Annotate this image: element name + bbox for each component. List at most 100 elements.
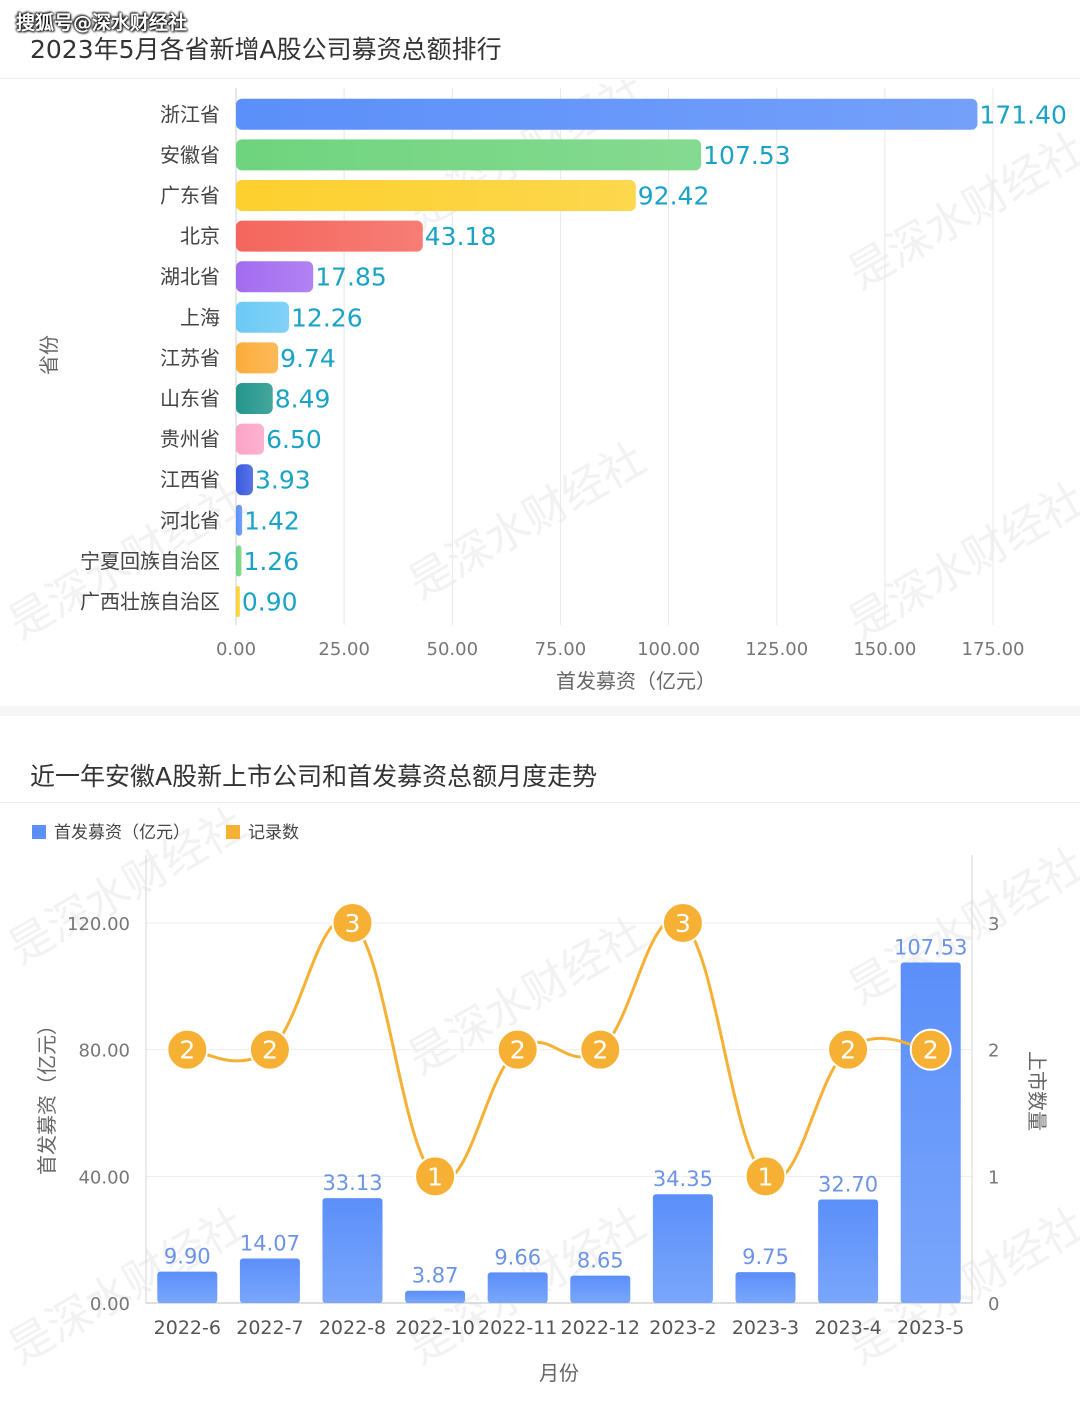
bar-data-label: 33.13 [322, 1171, 382, 1195]
line-point [248, 1028, 291, 1071]
x-axis-title: 首发募资（亿元） [556, 669, 716, 693]
line-point [496, 1028, 539, 1071]
category-label: 上海 [180, 305, 220, 329]
bar [236, 504, 243, 536]
bar [236, 423, 265, 455]
data-label: 1.26 [243, 547, 299, 576]
x-tick-label: 25.00 [318, 639, 370, 660]
x-tick-label: 2023-2 [649, 1317, 716, 1339]
data-label: 43.18 [425, 222, 497, 251]
bar-data-label: 9.90 [164, 1245, 211, 1269]
chart2-title: 近一年安徽A股新上市公司和首发募资总额月度走势 [30, 762, 598, 791]
bar-data-label: 3.87 [412, 1264, 459, 1288]
line-point [909, 1028, 952, 1071]
bar [735, 1272, 796, 1303]
line-point [331, 902, 374, 944]
y2-tick-label: 3 [988, 914, 999, 935]
bar [157, 1271, 218, 1303]
data-label: 1.42 [244, 506, 300, 535]
bar [236, 220, 423, 252]
bar [236, 261, 314, 293]
chart1-title: 2023年5月各省新增A股公司募资总额排行 [30, 35, 502, 64]
x-tick-label: 2023-3 [732, 1317, 799, 1339]
data-label: 3.93 [255, 466, 311, 495]
line-point [166, 1028, 209, 1071]
x-axis-title: 月份 [539, 1361, 579, 1385]
x-tick-label: 2022-8 [319, 1317, 386, 1339]
line-data-label: 2 [179, 1036, 195, 1065]
category-label: 山东省 [160, 387, 220, 411]
background-watermark: 是深水财经社 [400, 433, 654, 609]
line-point [414, 1155, 457, 1198]
line-data-label: 1 [427, 1162, 443, 1191]
bar [900, 962, 961, 1303]
x-tick-label: 2023-4 [814, 1317, 881, 1339]
chart2-svg: 是深水财经社是深水财经社是深水财经社是深水财经社是深水财经社是深水财经社首发募资… [0, 805, 1080, 1385]
line-data-label: 3 [675, 909, 691, 938]
x-tick-label: 175.00 [962, 639, 1025, 660]
x-tick-label: 2022-11 [478, 1317, 557, 1339]
data-label: 17.85 [315, 263, 387, 292]
data-label: 92.42 [638, 182, 710, 211]
line-point [827, 1028, 870, 1071]
x-tick-label: 2022-12 [561, 1317, 640, 1339]
line-point [661, 902, 704, 944]
bar [818, 1199, 879, 1303]
line-series [187, 918, 931, 1181]
y-tick-label: 40.00 [78, 1167, 130, 1188]
chart2-divider [0, 802, 1080, 803]
y-tick-label: 120.00 [67, 914, 130, 935]
x-tick-label: 2022-6 [154, 1317, 221, 1339]
bar-data-label: 14.07 [240, 1231, 300, 1255]
bar-data-label: 34.35 [653, 1167, 713, 1191]
category-label: 江西省 [160, 468, 220, 492]
data-label: 6.50 [266, 425, 322, 454]
category-label: 广东省 [160, 184, 220, 208]
bar [236, 301, 290, 333]
x-tick-label: 100.00 [637, 639, 700, 660]
panel-divider [0, 706, 1080, 716]
category-label: 宁夏回族自治区 [80, 549, 220, 573]
data-label: 9.74 [280, 344, 336, 373]
line-data-label: 2 [923, 1036, 939, 1065]
chart1-svg: 是深水财经社是深水财经社是深水财经社是深水财经社是深水财经社0.0025.005… [0, 80, 1080, 693]
line-data-label: 2 [262, 1036, 278, 1065]
bar-data-label: 9.66 [494, 1245, 541, 1269]
y2-tick-label: 1 [988, 1167, 999, 1188]
bar [487, 1272, 548, 1303]
legend-label-line: 记录数 [248, 823, 299, 843]
x-tick-label: 2022-10 [395, 1317, 474, 1339]
bar-data-label: 107.53 [894, 935, 967, 959]
x-tick-label: 150.00 [853, 639, 916, 660]
category-label: 河北省 [160, 508, 220, 532]
x-tick-label: 0.00 [216, 639, 256, 660]
line-data-label: 2 [840, 1036, 856, 1065]
line-point [579, 1028, 622, 1071]
bar [236, 383, 273, 414]
chart1-divider [0, 78, 1080, 79]
y2-axis-title: 上市数量 [1025, 1051, 1049, 1131]
bar [570, 1275, 631, 1303]
line-data-label: 2 [592, 1036, 608, 1065]
legend-swatch-line [226, 825, 240, 839]
bar [236, 180, 636, 211]
bar [322, 1198, 383, 1303]
x-tick-label: 2022-7 [236, 1317, 303, 1339]
y-axis-title: 首发募资（亿元） [35, 1015, 59, 1175]
y2-tick-label: 2 [988, 1041, 999, 1062]
bar-data-label: 32.70 [818, 1172, 878, 1196]
bar [236, 139, 702, 171]
bar [652, 1194, 713, 1303]
bar [236, 545, 242, 577]
data-label: 8.49 [275, 385, 331, 414]
x-tick-label: 50.00 [427, 639, 479, 660]
x-tick-label: 125.00 [745, 639, 808, 660]
category-label: 贵州省 [160, 427, 220, 451]
bar [236, 342, 279, 374]
y-tick-label: 0.00 [90, 1294, 130, 1315]
background-watermark: 是深水财经社 [840, 473, 1080, 649]
category-label: 广西壮族自治区 [80, 590, 220, 614]
bar [236, 98, 978, 130]
background-watermark: 是深水财经社 [840, 123, 1080, 299]
bar-data-label: 8.65 [577, 1249, 624, 1273]
